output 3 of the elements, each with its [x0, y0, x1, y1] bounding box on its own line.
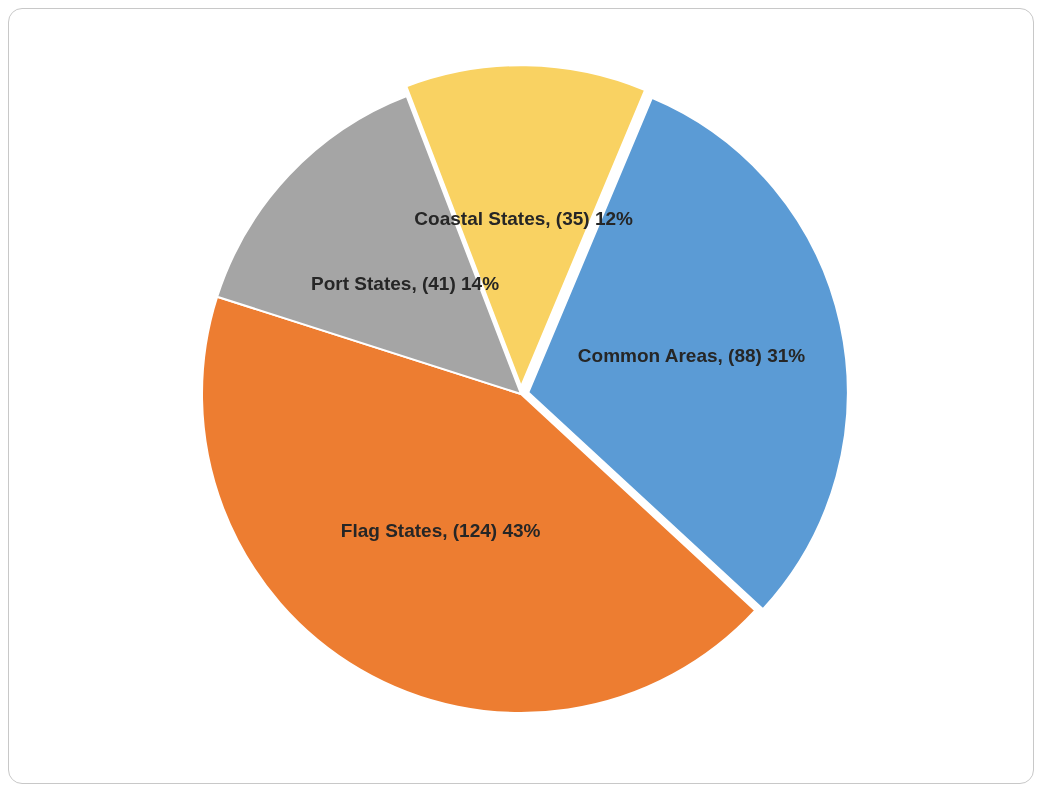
slice-label: Flag States, (124) 43% [340, 520, 541, 542]
slice-label: Port States, (41) 14% [311, 272, 500, 294]
slice-label: Common Areas, (88) 31% [577, 345, 806, 367]
